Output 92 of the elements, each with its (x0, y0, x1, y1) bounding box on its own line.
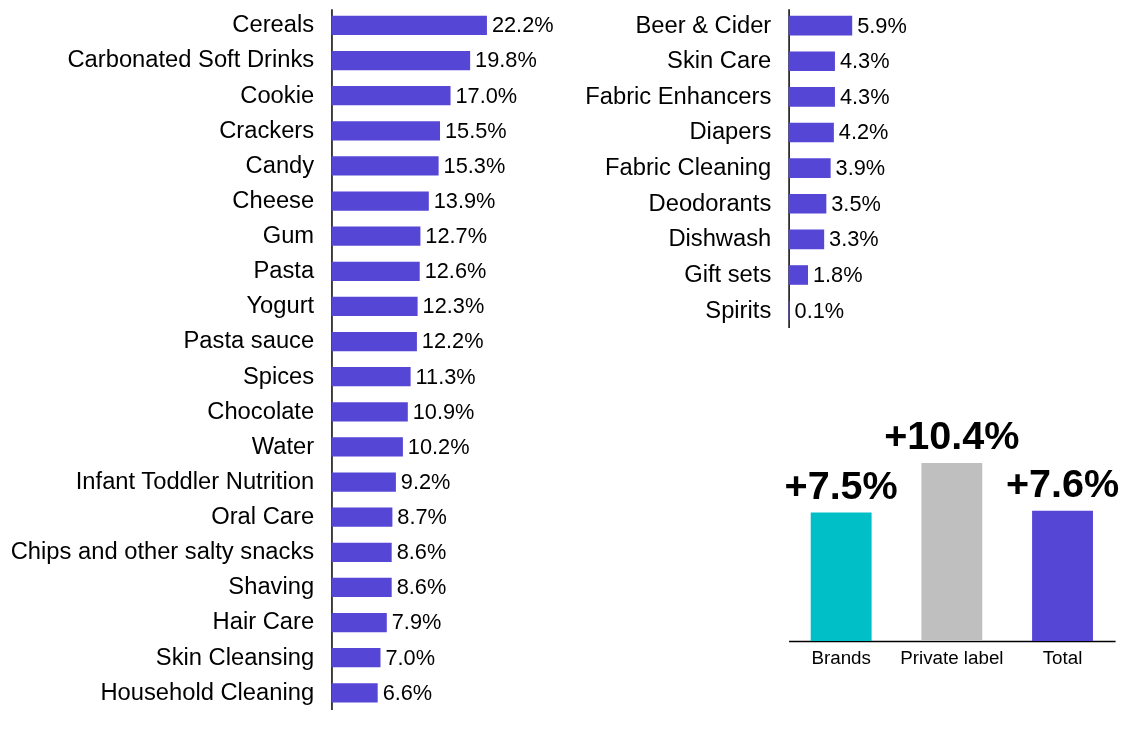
y-tick-label: Infant Toddler Nutrition (75, 467, 315, 494)
data-label: 15.5% (444, 117, 507, 143)
data-label: 13.9% (433, 187, 496, 213)
data-label: 10.9% (412, 398, 475, 424)
y-tick-label: Gift sets (684, 260, 772, 287)
data-label: 7.9% (391, 609, 442, 635)
data-label: 8.6% (396, 574, 447, 600)
bar (788, 122, 834, 143)
y-tick-label: Water (251, 432, 315, 459)
data-label: 19.8% (475, 47, 537, 73)
y-tick-label: Yogurt (246, 292, 315, 319)
y-tick-label: Carbonated Soft Drinks (67, 46, 315, 73)
y-tick-label: Oral Care (211, 503, 315, 530)
data-label: 4.3% (839, 48, 890, 74)
data-label: 12.3% (422, 293, 485, 319)
bar (788, 15, 853, 36)
bar (331, 612, 387, 633)
x-tick-label: Private label (900, 647, 1004, 669)
data-label: 8.7% (397, 504, 447, 530)
bar (331, 86, 451, 106)
data-label: 17.0% (455, 82, 518, 108)
data-label: 22.2% (491, 12, 554, 38)
bar (331, 648, 381, 668)
y-tick-label: Chocolate (207, 397, 315, 424)
bar (331, 331, 417, 352)
data-label: 0.1% (794, 297, 845, 323)
data-label: 6.6% (382, 679, 433, 705)
bar (331, 472, 396, 492)
data-label: 11.3% (415, 363, 476, 389)
data-label: 1.8% (812, 261, 863, 287)
y-tick-label: Cereals (232, 11, 315, 38)
data-label: +7.5% (784, 462, 898, 507)
y-tick-label: Fabric Cleaning (605, 154, 772, 181)
data-label: 5.9% (857, 12, 907, 38)
bar (331, 577, 392, 598)
data-label: 10.2% (407, 433, 470, 459)
bar (788, 87, 835, 107)
bar (331, 261, 420, 281)
bar (331, 367, 411, 387)
data-label: +10.4% (884, 413, 1020, 458)
bar (788, 158, 831, 178)
bar (331, 542, 392, 562)
y-tick-label: Skin Cleansing (155, 643, 315, 670)
x-tick-label: Total (1042, 647, 1083, 669)
data-label: 15.3% (443, 152, 506, 178)
y-tick-label: Deodorants (648, 189, 772, 216)
y-tick-label: Chips and other salty snacks (10, 538, 315, 565)
y-tick-label: Crackers (219, 116, 315, 143)
bar (331, 50, 471, 71)
y-tick-label: Beer & Cider (635, 11, 772, 38)
bar (331, 683, 378, 703)
bar (331, 15, 487, 36)
y-tick-label: Spices (242, 362, 315, 389)
bar (331, 226, 421, 246)
x-tick-label: Brands (811, 647, 871, 669)
bar (331, 121, 441, 141)
data-label: 7.0% (385, 644, 436, 670)
y-tick-label: Shaving (228, 573, 315, 600)
y-tick-label: Household Cleaning (100, 678, 315, 705)
data-label: 12.7% (425, 223, 488, 249)
data-label: 3.9% (835, 155, 886, 181)
y-tick-label: Gum (262, 222, 315, 249)
data-label: 4.3% (839, 83, 890, 109)
y-tick-label: Candy (245, 151, 315, 178)
bar (788, 193, 827, 214)
y-tick-label: Dishwash (668, 225, 772, 252)
y-tick-label: Pasta sauce (183, 327, 315, 354)
y-tick-label: Cookie (240, 81, 315, 108)
data-label: 3.5% (831, 190, 881, 216)
bar (331, 402, 408, 422)
bar (788, 229, 825, 250)
data-label: 12.6% (424, 258, 487, 284)
bar (331, 296, 418, 317)
y-tick-label: Skin Care (667, 47, 772, 74)
y-tick-label: Pasta (253, 257, 315, 284)
bar (788, 51, 835, 72)
y-tick-label: Cheese (232, 186, 315, 213)
data-label: 12.2% (421, 328, 484, 354)
y-tick-label: Spirits (705, 296, 772, 323)
y-tick-label: Diapers (689, 118, 772, 145)
data-label: 9.2% (400, 468, 451, 494)
data-label: 8.6% (396, 539, 447, 565)
bar (331, 156, 439, 176)
bar (788, 265, 808, 285)
bar (331, 437, 403, 457)
data-label: 4.2% (838, 119, 889, 145)
y-tick-label: Hair Care (212, 608, 315, 635)
bar (331, 507, 393, 527)
data-label: 3.3% (829, 226, 879, 252)
data-label: +7.6% (1005, 460, 1120, 505)
y-tick-label: Fabric Enhancers (585, 82, 772, 109)
bar (331, 191, 429, 211)
